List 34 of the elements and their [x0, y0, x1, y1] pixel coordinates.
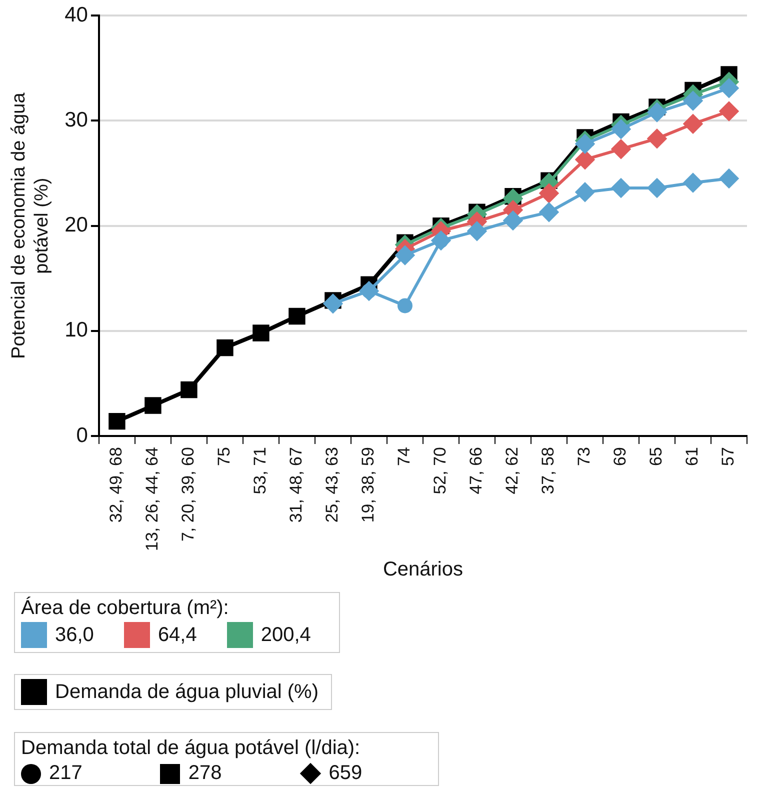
x-tick-label: 32, 49, 68: [106, 447, 126, 523]
x-tick-label: 69: [610, 447, 630, 466]
x-tick-label: 53, 71: [250, 447, 270, 494]
y-tick-label: 0: [76, 424, 88, 447]
legend-label: 36,0: [55, 624, 94, 646]
x-tick-label: 61: [682, 447, 702, 466]
y-tick-label: 10: [64, 318, 88, 342]
legend-label: 64,4: [158, 624, 197, 646]
y-tick-label: 20: [64, 214, 88, 237]
x-tick-label: 73: [574, 447, 594, 466]
legend-label: Demanda de água pluvial (%): [55, 680, 318, 704]
text: 217: [49, 762, 82, 785]
x-tick-label: 42, 62: [502, 447, 522, 494]
x-tick-label: 25, 43, 63: [322, 447, 342, 523]
x-tick-label: 19, 38, 59: [358, 447, 378, 523]
x-tick-label: 31, 48, 67: [286, 447, 306, 523]
legend-title: Área de cobertura (m²):: [21, 597, 230, 620]
y-tick-label: 30: [64, 108, 88, 132]
legend-label: 200,4: [260, 624, 311, 646]
x-tick-label: 37, 58: [538, 447, 558, 494]
x-tick-label: 52, 70: [430, 447, 450, 494]
text: 659: [328, 762, 362, 785]
y-tick-label: 40: [64, 3, 88, 26]
text: 278: [188, 762, 222, 785]
y-axis-title: Potencial de economia de água potável (%): [8, 92, 52, 359]
x-tick-label: 13, 26, 44, 64: [142, 447, 162, 552]
x-tick-label: 57: [718, 447, 738, 466]
x-tick-label: 65: [646, 447, 666, 466]
x-tick-label: 47, 66: [466, 447, 486, 494]
x-tick-label: 7, 20, 39, 60: [178, 447, 198, 542]
x-tick-label: 75: [214, 447, 234, 466]
x-axis-title: Cenários: [382, 558, 464, 581]
x-tick-label: 74: [394, 447, 414, 466]
text: Demanda total de água potável (l/dia):: [21, 737, 362, 760]
